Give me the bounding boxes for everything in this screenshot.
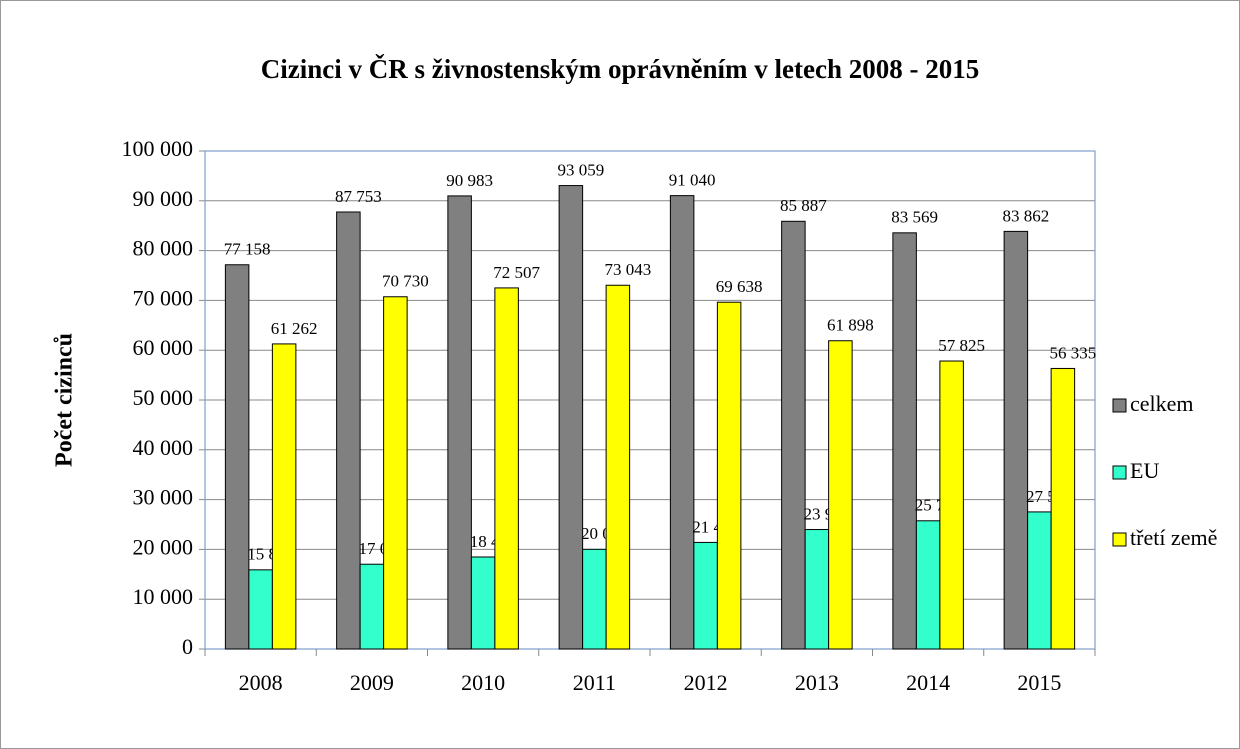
bar (892, 232, 917, 650)
y-tick-label: 90 000 (133, 186, 194, 211)
y-axis-label: Počet cizinců (52, 333, 78, 467)
x-tick-label: 2013 (795, 670, 839, 695)
x-tick-label: 2012 (684, 670, 728, 695)
bar (582, 548, 607, 650)
value-label: 57 825 (938, 336, 985, 355)
y-tick-label: 40 000 (133, 435, 194, 460)
x-tick-label: 2008 (239, 670, 283, 695)
value-label: 56 335 (1050, 343, 1097, 362)
value-label: 61 898 (827, 316, 874, 335)
x-tick-label: 2015 (1017, 670, 1061, 695)
y-tick-label: 60 000 (133, 335, 194, 360)
bar (781, 220, 806, 650)
bar (716, 301, 742, 650)
value-label: 91 040 (669, 171, 716, 190)
bar (383, 296, 408, 650)
legend-swatch (1112, 398, 1127, 413)
legend-swatch (1112, 465, 1127, 480)
x-tick-label: 2009 (350, 670, 394, 695)
legend-label: celkem (1130, 391, 1194, 416)
chart-title: Cizinci v ČR s živnostenským oprávněním … (261, 54, 979, 84)
bar (470, 556, 496, 650)
bar (336, 211, 361, 650)
value-label: 85 887 (780, 196, 827, 215)
legend-label: EU (1130, 458, 1159, 483)
bar (669, 195, 695, 650)
legend-label: třetí země (1130, 525, 1217, 550)
x-tick-label: 2014 (906, 670, 950, 695)
bar (224, 264, 250, 650)
value-label: 87 753 (335, 187, 382, 206)
x-tick-label: 2011 (573, 670, 616, 695)
value-label: 73 043 (605, 260, 652, 279)
value-label: 72 507 (493, 263, 540, 282)
y-tick-label: 100 000 (122, 136, 194, 161)
value-label: 83 569 (891, 208, 938, 227)
x-tick-label: 2010 (461, 670, 505, 695)
value-label: 90 983 (446, 171, 493, 190)
bar (804, 529, 830, 650)
y-tick-label: 50 000 (133, 385, 194, 410)
bar (359, 563, 385, 650)
y-tick-label: 30 000 (133, 485, 194, 510)
bar (494, 287, 519, 650)
bar (1003, 230, 1029, 650)
y-tick-label: 20 000 (133, 534, 194, 559)
bar (248, 569, 273, 650)
value-label: 70 730 (382, 272, 429, 291)
legend-swatch (1112, 532, 1127, 547)
bar (605, 284, 631, 650)
y-tick-label: 70 000 (133, 285, 194, 310)
y-tick-label: 0 (182, 634, 193, 659)
bar (447, 195, 472, 650)
value-label: 69 638 (716, 277, 763, 296)
value-label: 61 262 (271, 319, 318, 338)
bar (915, 520, 941, 650)
y-tick-label: 10 000 (133, 584, 194, 609)
bar (828, 340, 853, 650)
bar (1050, 367, 1076, 650)
bar (939, 360, 964, 650)
bar (1027, 511, 1052, 650)
value-label: 83 862 (1003, 206, 1050, 225)
bar (693, 541, 718, 650)
bar (558, 185, 584, 650)
value-label: 77 158 (224, 240, 271, 259)
value-label: 93 059 (558, 160, 605, 179)
y-tick-label: 80 000 (133, 236, 194, 261)
bar (271, 343, 297, 650)
